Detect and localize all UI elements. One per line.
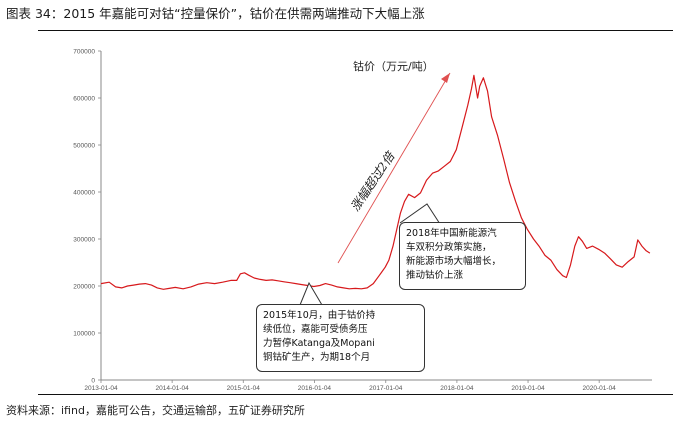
y-tick-label: 0 bbox=[91, 378, 95, 385]
y-tick-label: 400000 bbox=[73, 190, 95, 197]
series-line bbox=[100, 74, 651, 290]
x-tick-label: 2016-01-04 bbox=[298, 385, 332, 392]
note-2018-policy: 2018年中国新能源汽 车双积分政策实施， 新能源市场大幅增长， 推动钴价上涨 bbox=[399, 222, 526, 290]
x-tick-label: 2013-01-04 bbox=[84, 385, 118, 392]
y-tick-label: 600000 bbox=[73, 96, 95, 103]
y-tick-label: 700000 bbox=[73, 49, 95, 56]
x-tick-label: 2017-01-04 bbox=[369, 385, 403, 392]
annotation-connectors bbox=[299, 203, 441, 306]
x-tick-label: 2014-01-04 bbox=[156, 385, 190, 392]
x-tick-label: 2018-01-04 bbox=[440, 385, 474, 392]
rise-arrow-line bbox=[337, 72, 451, 264]
source-note: 资料来源：ifind，嘉能可公告，交通运输部，五矿证券研究所 bbox=[6, 404, 305, 417]
top-rule bbox=[38, 30, 673, 31]
series-lines bbox=[100, 74, 651, 290]
note-2018-pointer bbox=[399, 203, 441, 225]
rise-arrow-head bbox=[441, 73, 450, 83]
figure-caption: 图表 34：2015 年嘉能可对钴“控量保价”，钴价在供需两端推动下大幅上涨 bbox=[6, 6, 425, 21]
rise-arrow bbox=[337, 72, 451, 264]
series-label: 钴价（万元/吨） bbox=[353, 59, 434, 73]
x-tick-labels: 2013-01-04 2014-01-04 2015-01-04 2016-01-04… bbox=[84, 385, 616, 392]
x-tick-label: 2020-01-04 bbox=[583, 385, 617, 392]
y-tick-label: 300000 bbox=[73, 237, 95, 244]
y-tick-labels: 0 100000 200000 300000 400000 500000 600000 700… bbox=[73, 49, 95, 385]
axes bbox=[98, 50, 652, 383]
y-tick-label: 100000 bbox=[73, 331, 95, 338]
x-tick-label: 2019-01-04 bbox=[511, 385, 545, 392]
note-2015-pointer bbox=[299, 281, 323, 306]
y-tick-label: 200000 bbox=[73, 284, 95, 291]
y-tick-label: 500000 bbox=[73, 143, 95, 150]
x-tick-label: 2015-01-04 bbox=[227, 385, 261, 392]
note-2015-glencore: 2015年10月，由于钴价持 续低位，嘉能可受债务压 力暂停Katanga及Mo… bbox=[256, 304, 425, 372]
bottom-rule bbox=[38, 394, 673, 395]
